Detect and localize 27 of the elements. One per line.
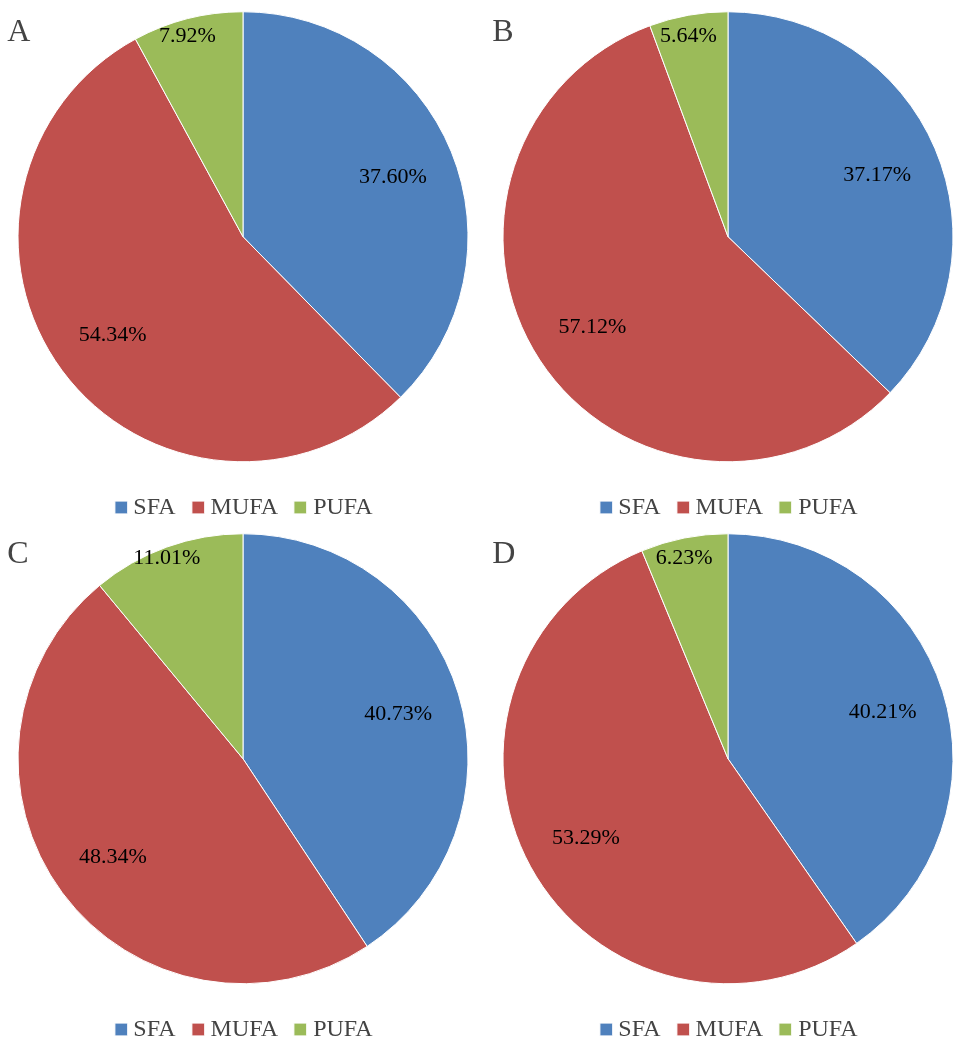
chart-title: C xyxy=(7,533,29,570)
legend-label: PUFA xyxy=(798,1015,858,1042)
data-label: 48.34% xyxy=(78,842,147,868)
legend-label: PUFA xyxy=(798,493,858,520)
data-label: 57.12% xyxy=(558,312,627,338)
data-label: 37.17% xyxy=(843,160,911,186)
chart-title: D xyxy=(492,533,516,570)
data-label: 6.23% xyxy=(655,543,713,569)
legend-label: MUFA xyxy=(695,493,764,520)
legend-label: SFA xyxy=(133,1015,176,1042)
data-label: 53.29% xyxy=(551,823,620,849)
chart-title: A xyxy=(7,11,31,48)
chart-title: B xyxy=(492,11,514,48)
data-label: 40.21% xyxy=(848,697,917,723)
data-label: 37.60% xyxy=(359,162,427,188)
legend-label: PUFA xyxy=(313,1015,373,1042)
legend-label: MUFA xyxy=(210,1015,279,1042)
data-label: 54.34% xyxy=(78,320,147,346)
legend-label: MUFA xyxy=(210,493,279,520)
data-label: 7.92% xyxy=(159,21,216,47)
legend-label: SFA xyxy=(618,493,661,520)
legend-label: SFA xyxy=(618,1015,661,1042)
data-label: 40.73% xyxy=(364,699,433,725)
legend-label: SFA xyxy=(133,493,176,520)
data-label: 5.64% xyxy=(659,21,717,47)
legend-label: MUFA xyxy=(695,1015,764,1042)
legend-label: PUFA xyxy=(313,493,373,520)
